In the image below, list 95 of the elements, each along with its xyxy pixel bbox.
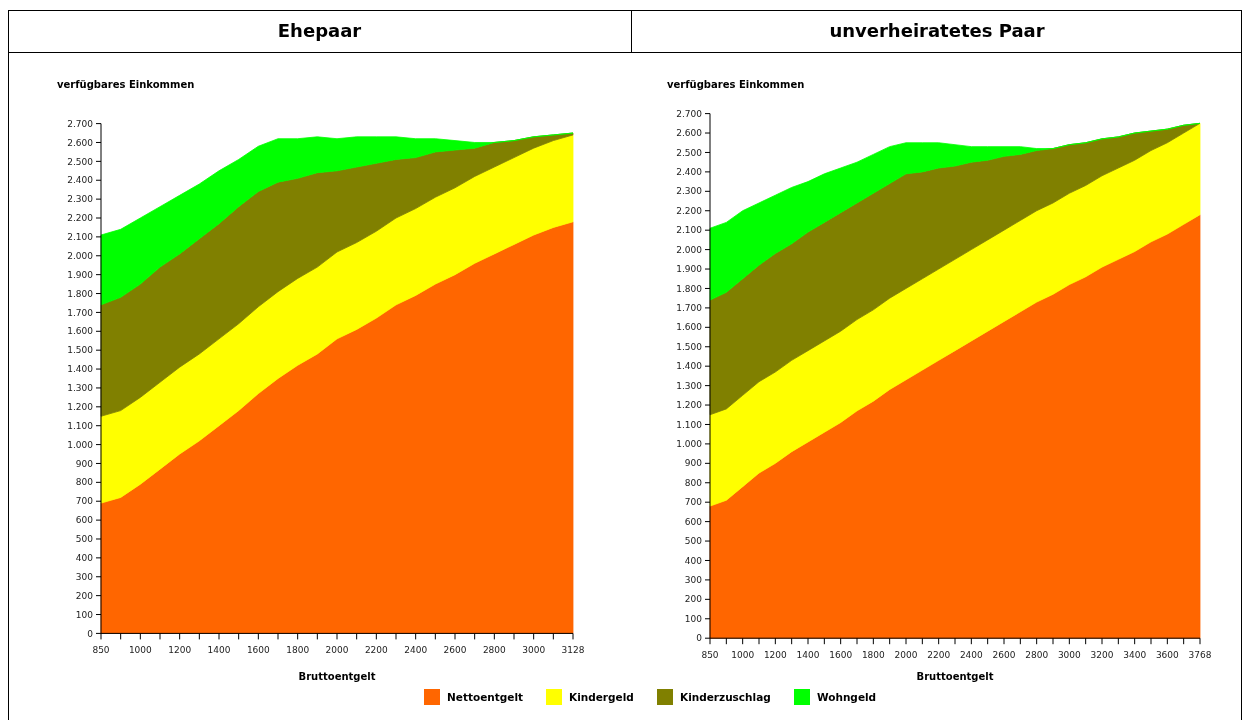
y-tick-label: 1.300: [676, 380, 703, 391]
y-tick-label: 900: [684, 458, 703, 469]
y-tick-label: 2.100: [676, 225, 703, 236]
y-axis-title: verfügbares Einkommen: [667, 79, 805, 90]
y-tick-label: 1.800: [676, 283, 703, 294]
x-tick-label: 3128: [561, 645, 585, 656]
y-tick-label: 100: [684, 613, 703, 624]
y-tick-label: 2.300: [676, 186, 703, 197]
y-tick-label: 0: [696, 633, 703, 644]
y-tick-label: 2.200: [676, 205, 703, 216]
x-tick-label: 1400: [796, 650, 820, 661]
y-tick-label: 1.500: [676, 341, 703, 352]
y-tick-label: 2.000: [676, 244, 703, 255]
x-tick-label: 3600: [1155, 650, 1180, 661]
y-tick-label: 0: [87, 628, 94, 639]
y-tick-label: 1.000: [676, 439, 703, 450]
y-tick-label: 1.500: [67, 345, 94, 356]
x-tick-label: 2600: [443, 645, 467, 656]
x-tick-label: 2800: [1025, 650, 1049, 661]
y-tick-label: 200: [684, 594, 703, 605]
x-tick-label: 1200: [168, 645, 192, 656]
y-tick-label: 2.000: [67, 250, 94, 261]
x-tick-label: 3000: [1057, 650, 1082, 661]
y-tick-label: 2.500: [676, 147, 703, 158]
y-tick-label: 500: [684, 536, 703, 547]
y-tick-label: 1.900: [67, 269, 94, 280]
y-tick-label: 300: [75, 571, 94, 582]
y-tick-label: 1.800: [67, 288, 94, 299]
y-tick-label: 2.700: [67, 118, 94, 129]
y-tick-label: 1.900: [676, 264, 703, 275]
y-tick-label: 2.500: [67, 156, 94, 167]
y-tick-label: 1.600: [676, 322, 703, 333]
y-tick-label: 800: [75, 477, 94, 488]
x-tick-label: 3200: [1090, 650, 1114, 661]
y-tick-label: 1.300: [67, 383, 94, 394]
y-tick-label: 300: [684, 575, 703, 586]
y-tick-label: 800: [684, 477, 703, 488]
x-tick-label: 1800: [861, 650, 886, 661]
x-tick-label: 1200: [763, 650, 788, 661]
y-tick-label: 1.700: [676, 303, 703, 314]
x-tick-label: 2800: [482, 645, 507, 656]
x-tick-label: 1600: [829, 650, 853, 661]
y-tick-label: 2.700: [676, 108, 703, 119]
x-tick-label: 2600: [992, 650, 1016, 661]
y-tick-label: 500: [75, 534, 94, 545]
x-tick-label: 1400: [207, 645, 231, 656]
x-tick-label: 2200: [364, 645, 389, 656]
y-tick-label: 400: [684, 555, 703, 566]
x-axis-title: Bruttoentgelt: [916, 671, 994, 682]
x-tick-label: 3768: [1188, 650, 1212, 661]
y-tick-label: 700: [75, 496, 94, 507]
y-tick-label: 1.200: [67, 401, 94, 412]
x-tick-label: 850: [701, 650, 719, 661]
y-tick-label: 1.400: [676, 361, 703, 372]
x-tick-label: 2200: [927, 650, 951, 661]
x-tick-label: 2000: [894, 650, 918, 661]
y-tick-label: 2.400: [67, 175, 94, 186]
x-axis-title: Bruttoentgelt: [298, 671, 376, 682]
x-tick-label: 2400: [404, 645, 428, 656]
legend-label: Wohngeld: [817, 691, 877, 703]
y-tick-label: 1.200: [676, 400, 703, 411]
legend-label: Nettoentgelt: [447, 691, 524, 703]
legend-label: Kindergeld: [569, 691, 634, 703]
y-tick-label: 900: [75, 458, 94, 469]
y-tick-label: 2.100: [67, 232, 94, 243]
y-tick-label: 700: [684, 497, 703, 508]
y-tick-label: 400: [75, 553, 94, 564]
x-tick-label: 3400: [1123, 650, 1147, 661]
y-tick-label: 2.400: [676, 167, 703, 178]
x-tick-label: 2000: [325, 645, 349, 656]
legend-label: Kinderzuschlag: [680, 691, 771, 703]
x-tick-label: 1600: [246, 645, 271, 656]
y-tick-label: 600: [75, 515, 94, 526]
x-tick-label: 1800: [286, 645, 310, 656]
y-tick-label: 200: [75, 590, 94, 601]
y-tick-label: 2.600: [67, 137, 94, 148]
chart-title: unverheiratetes Paar: [829, 20, 1045, 41]
y-tick-label: 1.000: [67, 439, 94, 450]
y-tick-label: 100: [75, 609, 94, 620]
y-tick-label: 1.100: [67, 420, 94, 431]
y-tick-label: 2.200: [67, 213, 94, 224]
chart-title: Ehepaar: [277, 20, 362, 41]
x-tick-label: 1000: [128, 645, 153, 656]
y-tick-label: 1.600: [67, 326, 94, 337]
y-tick-label: 1.100: [676, 419, 703, 430]
y-axis-title: verfügbares Einkommen: [57, 79, 195, 90]
x-tick-label: 1000: [731, 650, 755, 661]
y-tick-label: 1.400: [67, 364, 94, 375]
y-tick-label: 1.700: [67, 307, 94, 318]
x-tick-label: 850: [92, 645, 110, 656]
x-tick-label: 3000: [522, 645, 546, 656]
y-tick-label: 2.600: [676, 128, 703, 139]
x-tick-label: 2400: [959, 650, 984, 661]
y-tick-label: 2.300: [67, 194, 94, 205]
y-tick-label: 600: [684, 516, 703, 527]
